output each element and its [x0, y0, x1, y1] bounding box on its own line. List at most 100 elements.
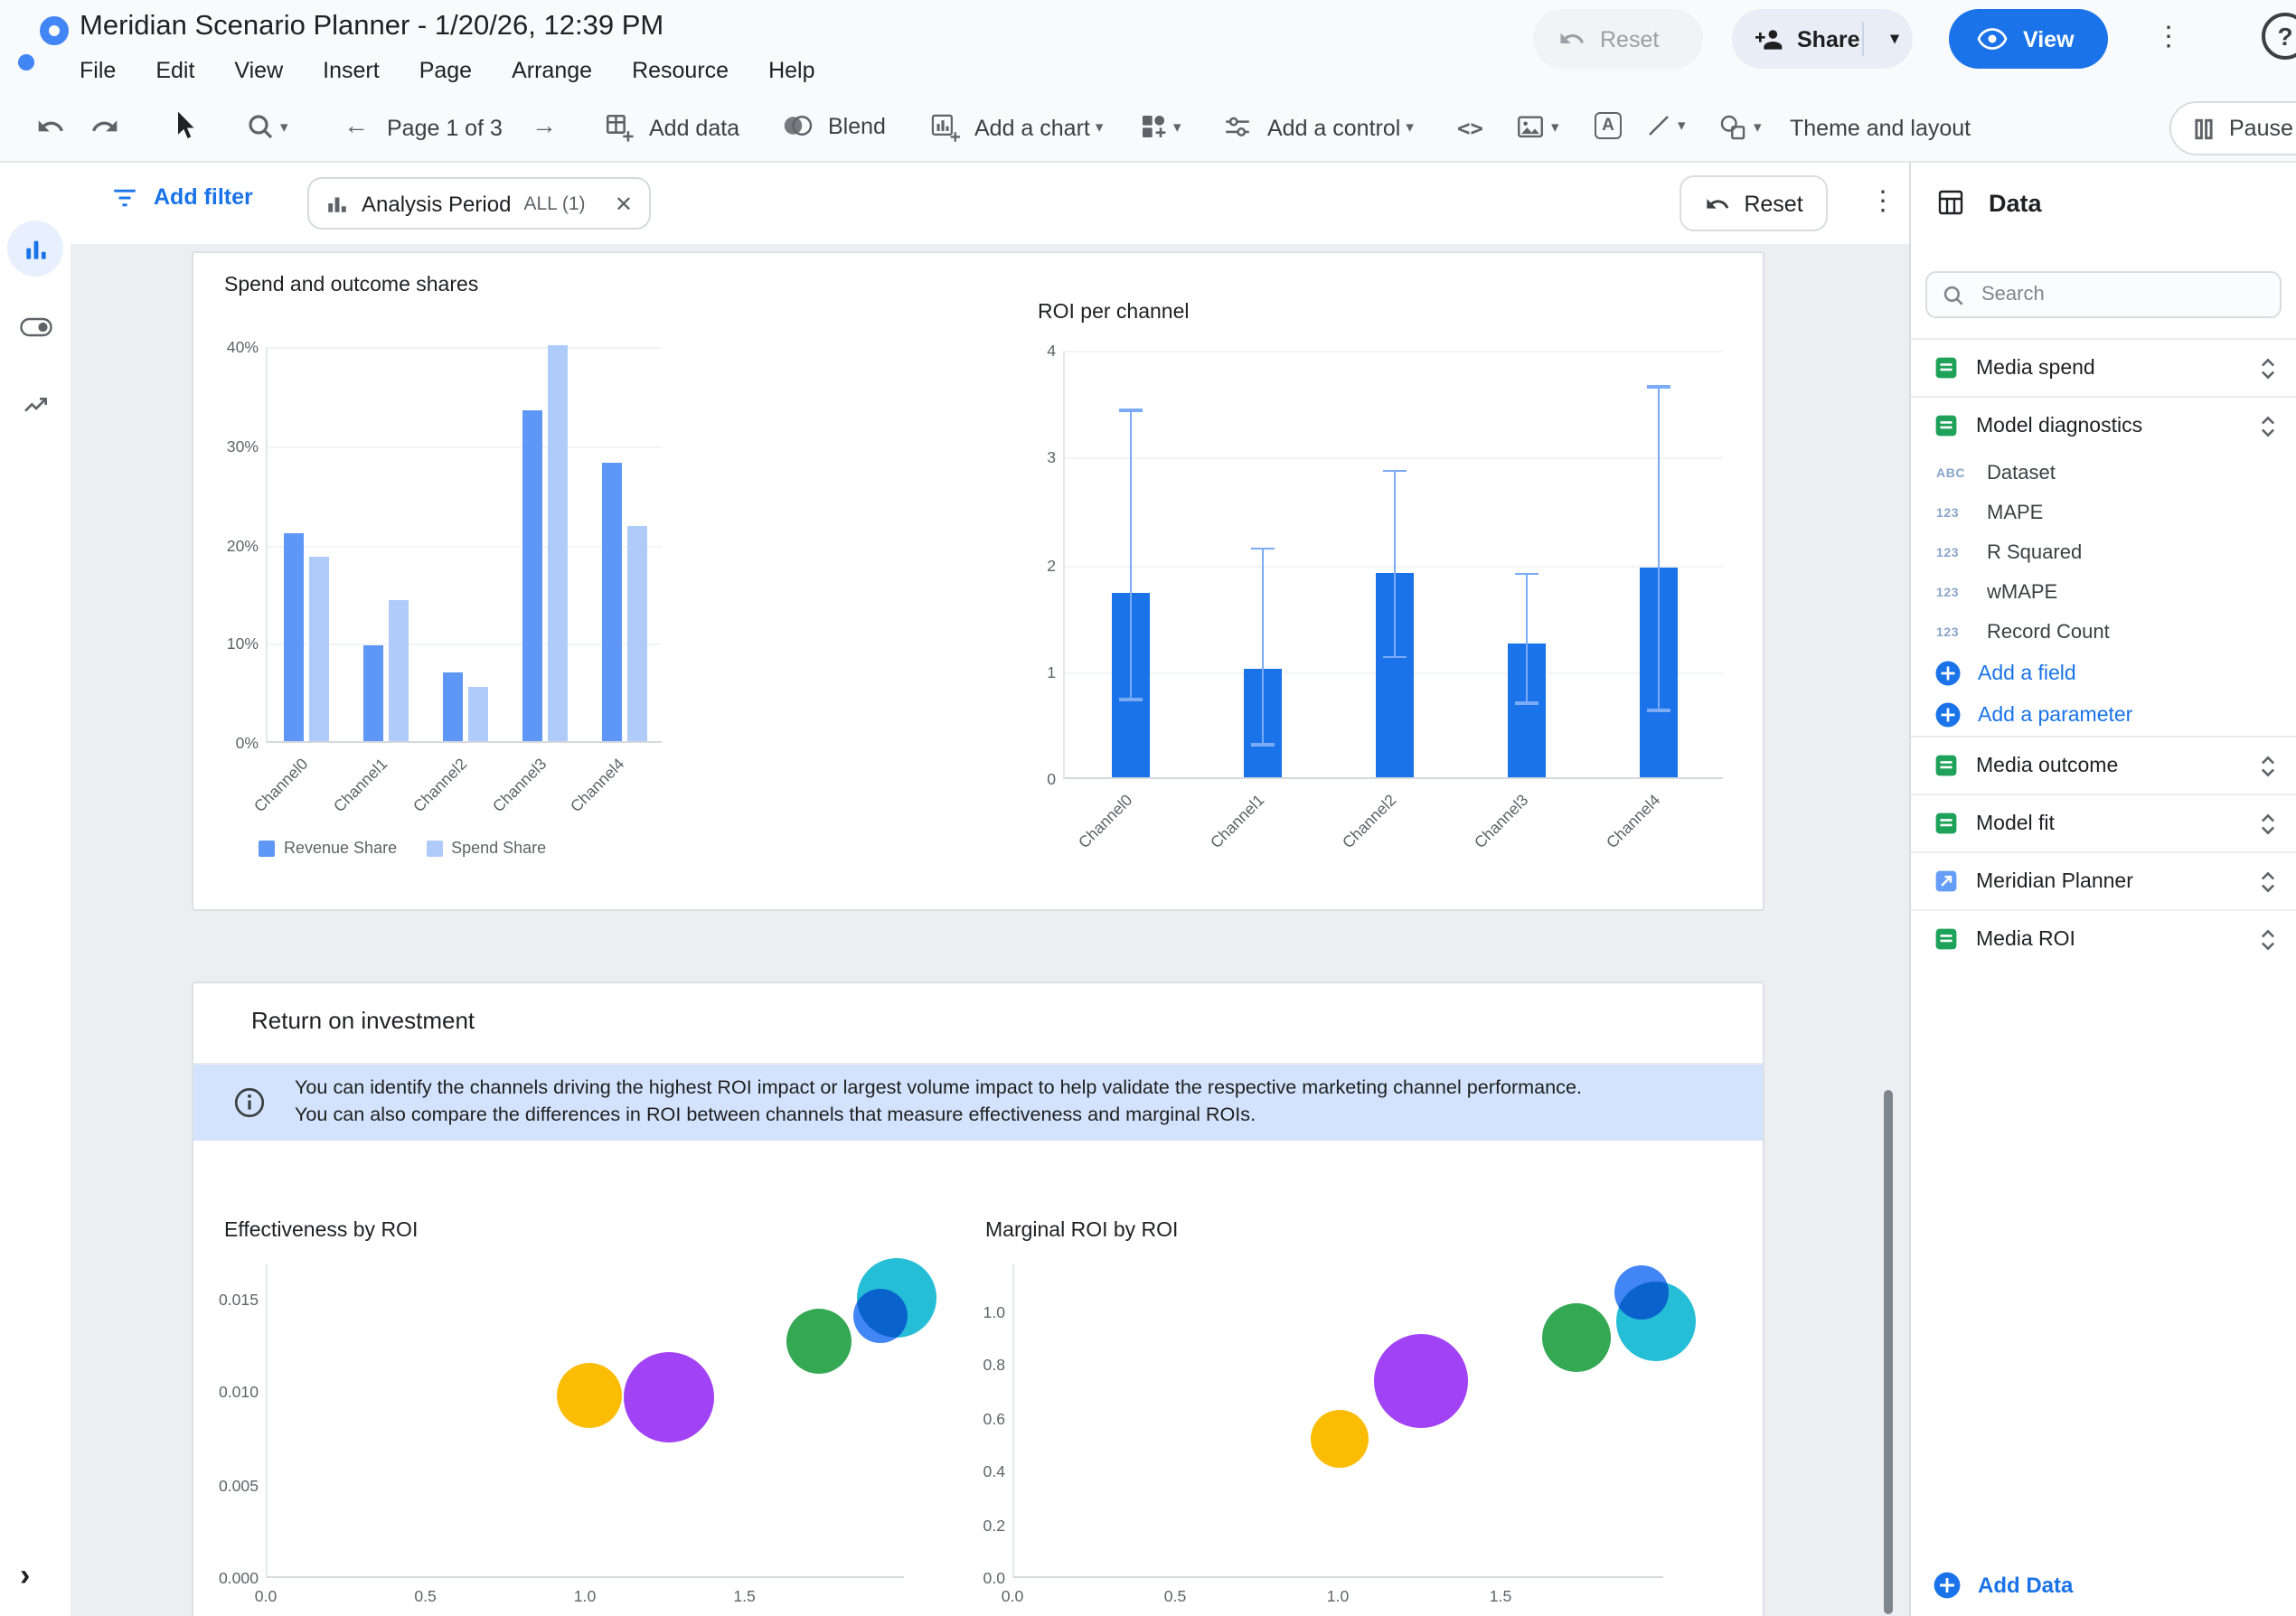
view-button[interactable]: View — [1949, 9, 2108, 69]
filter-chip-analysis-period[interactable]: Analysis Period ALL (1) ✕ — [307, 177, 651, 230]
unfold-more-icon[interactable] — [2258, 413, 2278, 438]
data-source-media-roi[interactable]: Media ROI — [1911, 909, 2296, 967]
menu-view[interactable]: View — [234, 58, 284, 83]
field-dataset[interactable]: ABC Dataset — [1911, 454, 2296, 493]
y-axis-label: 1.0 — [983, 1302, 1005, 1320]
bubble-1[interactable] — [1374, 1333, 1468, 1428]
add-line-button[interactable]: ▾ — [1645, 112, 1686, 139]
unfold-more-icon[interactable] — [2258, 926, 2278, 952]
bubble-1[interactable] — [624, 1352, 715, 1443]
add-text-button[interactable]: A — [1595, 112, 1622, 139]
filter-bar-more-icon[interactable]: ⋮ — [1869, 186, 1896, 217]
bubble-2[interactable] — [786, 1309, 852, 1375]
person-add-icon — [1755, 26, 1784, 52]
zoom-tool-icon[interactable]: ▾ — [246, 112, 288, 141]
field-type-icon: ABC — [1936, 467, 1966, 480]
add-image-button[interactable]: ▾ — [1515, 112, 1559, 143]
field-r-squared[interactable]: 123 R Squared — [1911, 533, 2296, 573]
bar-channel4-revenue-share[interactable] — [601, 462, 622, 741]
blend-button[interactable]: Blend — [781, 112, 886, 139]
add-a-field-button[interactable]: Add a field — [1911, 653, 2296, 694]
data-source-meridian-planner[interactable]: Meridian Planner — [1911, 851, 2296, 909]
chevron-down-icon: ▾ — [1754, 117, 1762, 136]
theme-layout-button[interactable]: Theme and layout — [1790, 116, 1971, 141]
bubble-4[interactable] — [852, 1288, 908, 1343]
bubble-0[interactable] — [1311, 1410, 1369, 1469]
share-button[interactable]: Share ▾ — [1732, 9, 1913, 69]
bar-channel4-spend-share[interactable] — [626, 526, 647, 741]
community-visualizations-button[interactable]: ▾ — [1139, 112, 1181, 141]
report-title[interactable]: Meridian Scenario Planner - 1/20/26, 12:… — [80, 11, 664, 42]
embed-code-icon[interactable]: <> — [1457, 116, 1483, 141]
page-indicator[interactable]: Page 1 of 3 — [387, 116, 503, 141]
unfold-more-icon[interactable] — [2258, 355, 2278, 381]
data-panel-search[interactable] — [1925, 271, 2282, 318]
add-data-button[interactable]: Add data — [604, 112, 739, 143]
reset-button-header[interactable]: Reset — [1533, 9, 1703, 69]
bubble-2[interactable] — [1542, 1303, 1612, 1373]
x-axis-label: Channel4 — [1602, 790, 1664, 852]
field-mape[interactable]: 123 MAPE — [1911, 493, 2296, 533]
next-page-icon[interactable]: → — [532, 110, 557, 139]
chart-roi-per-channel[interactable]: ROI per channel 0 1 2 3 4 Channel0 Channel1 Cha… — [953, 253, 1766, 913]
canvas-scrollbar[interactable] — [1884, 1090, 1893, 1614]
more-options-icon[interactable]: ⋮ — [2155, 22, 2182, 52]
add-shape-button[interactable]: ▾ — [1717, 112, 1762, 143]
field-record-count[interactable]: 123 Record Count — [1911, 613, 2296, 653]
menu-help[interactable]: Help — [768, 58, 815, 83]
menu-insert[interactable]: Insert — [323, 58, 380, 83]
chart-effectiveness-by-roi[interactable]: Effectiveness by ROI 0.000 0.005 0.010 0.01… — [193, 1200, 953, 1616]
chart-marginal-roi-by-roi[interactable]: Marginal ROI by ROI 0.0 0.2 0.4 0.6 0.8 1.0 0.… — [953, 1200, 1766, 1616]
share-dropdown-icon[interactable]: ▾ — [1890, 29, 1899, 47]
menu-edit[interactable]: Edit — [155, 58, 195, 83]
y-axis-label: 0 — [1047, 770, 1056, 788]
bar-channel1-revenue-share[interactable] — [363, 644, 384, 741]
add-chart-button[interactable]: Add a chart ▾ — [929, 112, 1103, 143]
bar-channel3-spend-share[interactable] — [547, 345, 568, 741]
bar-channel3-revenue-share[interactable] — [522, 409, 542, 741]
reset-filters-button[interactable]: Reset — [1680, 175, 1828, 231]
menu-file[interactable]: File — [80, 58, 117, 83]
expand-rail-icon[interactable]: › — [20, 1558, 31, 1593]
menu-page[interactable]: Page — [419, 58, 473, 83]
report-canvas[interactable]: Spend and outcome shares Revenue Share Sp… — [71, 244, 1909, 1616]
bar-channel0-revenue-share[interactable] — [284, 533, 305, 741]
toggle-icon — [19, 315, 52, 337]
previous-page-icon[interactable]: ← — [343, 110, 369, 139]
add-a-parameter-button[interactable]: Add a parameter — [1911, 694, 2296, 736]
data-source-media-spend[interactable]: Media spend — [1911, 338, 2296, 396]
chart-spend-and-outcome-shares[interactable]: Spend and outcome shares Revenue Share Sp… — [193, 253, 953, 913]
add-filter-button[interactable]: Add filter — [110, 184, 253, 210]
add-control-button[interactable]: Add a control ▾ — [1222, 112, 1414, 143]
add-data-button-footer[interactable]: Add Data — [1933, 1571, 2073, 1600]
bubble-4[interactable] — [1615, 1282, 1696, 1362]
controls-view-button[interactable] — [7, 298, 63, 354]
bar-channel2-spend-share[interactable] — [468, 687, 488, 741]
undo-icon[interactable] — [36, 112, 65, 141]
search-input[interactable] — [1978, 282, 2265, 307]
data-source-model-fit[interactable]: Model fit — [1911, 794, 2296, 851]
bar-channel0-spend-share[interactable] — [309, 557, 330, 741]
menu-arrange[interactable]: Arrange — [512, 58, 593, 83]
trends-view-button[interactable] — [7, 376, 63, 432]
menu-resource[interactable]: Resource — [632, 58, 729, 83]
data-source-label: Media outcome — [1976, 755, 2119, 776]
pause-updates-button[interactable]: Pause u — [2169, 101, 2296, 155]
bubble-0[interactable] — [557, 1363, 623, 1429]
redo-icon[interactable] — [90, 112, 119, 141]
sheets-icon — [1934, 812, 1958, 835]
unfold-more-icon[interactable] — [2258, 753, 2278, 778]
y-axis-label: 2 — [1047, 556, 1056, 574]
data-source-model-diagnostics[interactable]: Model diagnostics — [1911, 396, 2296, 454]
close-icon[interactable]: ✕ — [614, 191, 633, 216]
data-source-media-outcome[interactable]: Media outcome — [1911, 736, 2296, 794]
unfold-more-icon[interactable] — [2258, 869, 2278, 894]
bar-channel2-revenue-share[interactable] — [443, 672, 463, 741]
bar-channel1-spend-share[interactable] — [389, 599, 409, 741]
plot-area — [1063, 351, 1723, 779]
report-view-button[interactable] — [7, 221, 63, 277]
field-wmape[interactable]: 123 wMAPE — [1911, 573, 2296, 613]
unfold-more-icon[interactable] — [2258, 811, 2278, 836]
select-tool-icon[interactable] — [172, 110, 197, 141]
help-icon[interactable]: ? — [2262, 13, 2296, 60]
